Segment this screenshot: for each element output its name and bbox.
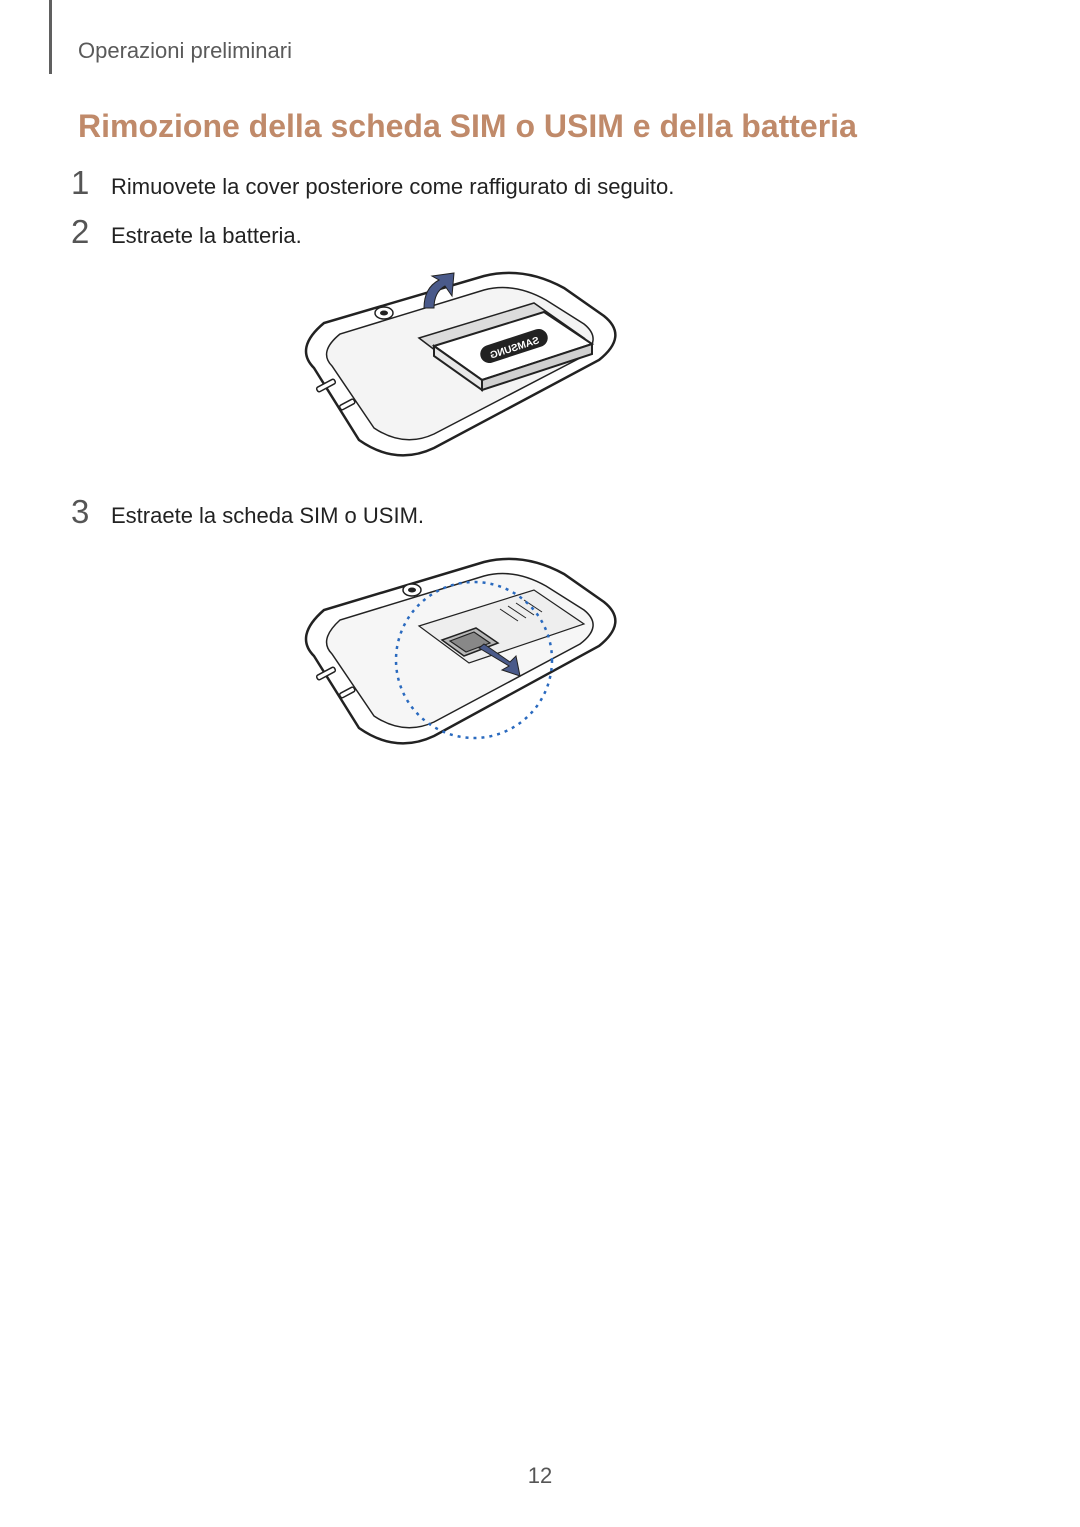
step-number: 2 xyxy=(71,213,93,251)
header-breadcrumb: Operazioni preliminari xyxy=(78,38,292,64)
step-text: Estraete la batteria. xyxy=(111,223,302,249)
step-number: 3 xyxy=(71,493,93,531)
page-number: 12 xyxy=(0,1463,1080,1489)
step-text: Rimuovete la cover posteriore come raffi… xyxy=(111,174,674,200)
sim-removal-illustration xyxy=(284,548,632,754)
step-3: 3 Estraete la scheda SIM o USIM. xyxy=(71,493,424,531)
step-2: 2 Estraete la batteria. xyxy=(71,213,302,251)
step-text: Estraete la scheda SIM o USIM. xyxy=(111,503,424,529)
step-number: 1 xyxy=(71,164,93,202)
margin-bar xyxy=(49,0,52,74)
step-1: 1 Rimuovete la cover posteriore come raf… xyxy=(71,164,674,202)
battery-removal-illustration: SAMSUNG xyxy=(284,268,632,464)
section-title: Rimozione della scheda SIM o USIM e dell… xyxy=(78,108,857,145)
